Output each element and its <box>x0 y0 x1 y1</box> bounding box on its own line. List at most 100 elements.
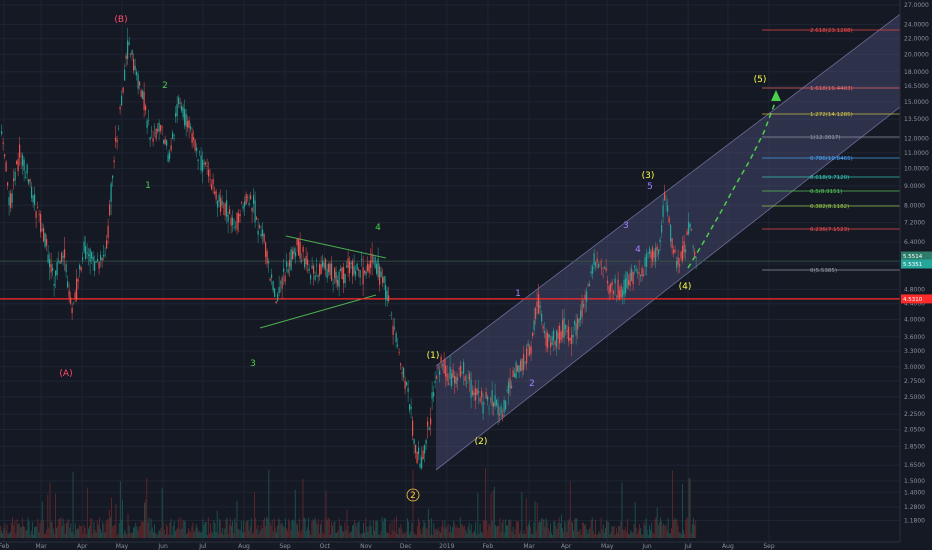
volume-bar <box>628 533 629 538</box>
volume-bar <box>639 524 640 538</box>
volume-bar <box>99 517 100 538</box>
volume-bar <box>486 520 488 538</box>
volume-bar <box>225 519 227 538</box>
candle-body <box>380 271 382 277</box>
volume-bar <box>325 490 327 538</box>
volume-bar <box>293 521 295 538</box>
volume-bar <box>205 521 207 538</box>
candle-body <box>527 343 529 347</box>
wave-label: (2) <box>475 437 488 447</box>
volume-bar <box>265 526 266 538</box>
volume-bar <box>686 517 688 538</box>
candle-body <box>152 138 154 142</box>
volume-bar <box>182 520 184 538</box>
candle-body <box>569 338 571 341</box>
volume-bar <box>224 528 226 538</box>
candle-body <box>137 74 139 89</box>
candle-body <box>131 50 133 55</box>
volume-bar <box>305 530 307 538</box>
volume-bar <box>627 518 628 538</box>
candle-body <box>16 161 18 165</box>
volume-bar <box>227 533 229 538</box>
candle-body <box>443 359 445 374</box>
candle-body <box>347 258 349 268</box>
volume-bar <box>140 520 142 538</box>
volume-bar <box>635 527 637 538</box>
volume-bar <box>180 517 182 538</box>
candle-body <box>364 270 366 274</box>
volume-bar <box>501 522 503 538</box>
volume-bar <box>562 528 563 538</box>
candle-body <box>293 248 295 255</box>
volume-bar <box>581 523 583 538</box>
volume-bar <box>510 520 512 538</box>
volume-bar <box>271 519 273 538</box>
resistance-price-tag-text: 4.5310 <box>903 297 923 303</box>
volume-bar <box>521 491 523 538</box>
candle-body <box>130 53 132 54</box>
volume-bar <box>539 521 540 538</box>
candle-body <box>304 258 306 268</box>
volume-bar <box>646 530 648 538</box>
volume-bar <box>448 532 450 538</box>
volume-bar <box>390 534 392 538</box>
volume-bar <box>124 529 126 538</box>
candle-body <box>58 259 60 261</box>
candle-body <box>688 221 690 235</box>
volume-bar <box>244 531 246 538</box>
candle-body <box>391 313 393 315</box>
candle-body <box>268 261 270 264</box>
candle-body <box>91 252 93 259</box>
volume-bar <box>127 513 129 538</box>
volume-bar <box>89 526 90 538</box>
candle-body <box>209 179 211 180</box>
candle-body <box>122 87 124 93</box>
price-axis-tick-label: 2.0500 <box>904 426 925 433</box>
candle-body <box>635 268 637 272</box>
volume-bar <box>375 521 376 538</box>
current-price-tag-background <box>901 259 932 269</box>
candle-body <box>349 261 351 274</box>
candle-body <box>205 162 207 165</box>
wave-label: (5) <box>754 75 767 85</box>
candle-body <box>170 145 172 151</box>
volume-bar <box>355 523 357 538</box>
volume-bar <box>253 531 254 538</box>
candle-body <box>94 261 96 271</box>
volume-bar <box>338 518 340 538</box>
candle-body <box>244 201 246 207</box>
volume-bar <box>643 522 645 538</box>
volume-bar <box>77 527 78 538</box>
volume-bar <box>62 518 64 538</box>
wave-label: 2 <box>162 81 168 91</box>
volume-bar <box>249 526 251 538</box>
volume-bar <box>565 523 567 538</box>
time-axis-background <box>0 542 932 550</box>
volume-bar <box>490 492 492 538</box>
candle-body <box>571 334 573 345</box>
secondary-price-tag-background <box>901 251 932 261</box>
candle-body <box>452 369 454 378</box>
volume-bar <box>363 523 364 538</box>
volume-bar <box>152 531 154 538</box>
candle-body <box>661 225 663 233</box>
volume-bar <box>317 518 319 538</box>
candle-body <box>5 161 7 172</box>
candle-body <box>311 265 313 269</box>
volume-bar <box>599 533 601 538</box>
volume-bar <box>416 526 418 538</box>
volume-bar <box>201 531 203 538</box>
volume-bar <box>488 523 490 538</box>
volume-bar <box>552 534 554 538</box>
volume-bar <box>245 522 247 538</box>
candle-body <box>41 229 43 231</box>
volume-bar <box>33 534 34 538</box>
volume-bar <box>79 524 81 538</box>
candle-body <box>335 271 337 283</box>
volume-bar <box>239 529 241 538</box>
candle-body <box>52 267 54 271</box>
candle-body <box>440 356 442 363</box>
candle-body <box>412 420 414 436</box>
candle-body <box>206 165 208 167</box>
